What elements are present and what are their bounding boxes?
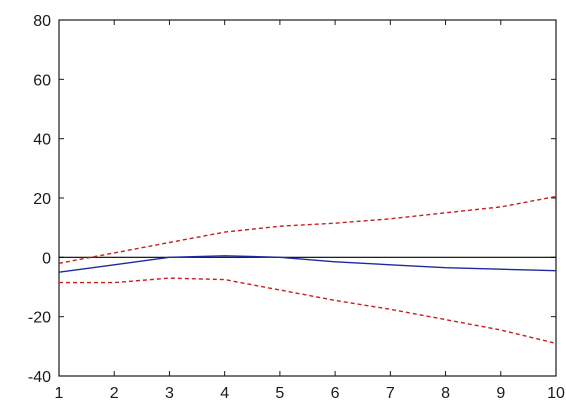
x-axis: 1 2 3 4 5 6 7 8 9 10 [55, 20, 565, 402]
upper-band-line [58, 195, 557, 264]
x-tick-label: 1 [55, 385, 64, 402]
x-tick-label: 3 [165, 385, 174, 402]
x-tick-label: 5 [275, 385, 284, 402]
y-tick-label: -20 [28, 310, 51, 327]
x-tick-label: 7 [386, 385, 395, 402]
lower-band-line [59, 277, 557, 345]
plot-frame [58, 19, 557, 377]
y-axis: -40 -20 0 20 40 60 80 [28, 13, 556, 386]
response-line [58, 255, 557, 273]
x-tick-label: 2 [110, 385, 119, 402]
x-tick-label: 8 [441, 385, 450, 402]
y-tick-label: 0 [42, 250, 51, 267]
x-tick-label: 9 [496, 385, 505, 402]
series-layer [58, 195, 557, 345]
y-tick-label: 20 [33, 191, 51, 208]
x-tick-label: 6 [331, 385, 340, 402]
x-tick-label: 4 [220, 385, 229, 402]
x-tick-label: 10 [547, 385, 565, 402]
y-tick-label: 60 [33, 72, 51, 89]
y-tick-label: 40 [33, 132, 51, 149]
y-tick-label: -40 [28, 369, 51, 386]
y-tick-label: 80 [33, 13, 51, 30]
